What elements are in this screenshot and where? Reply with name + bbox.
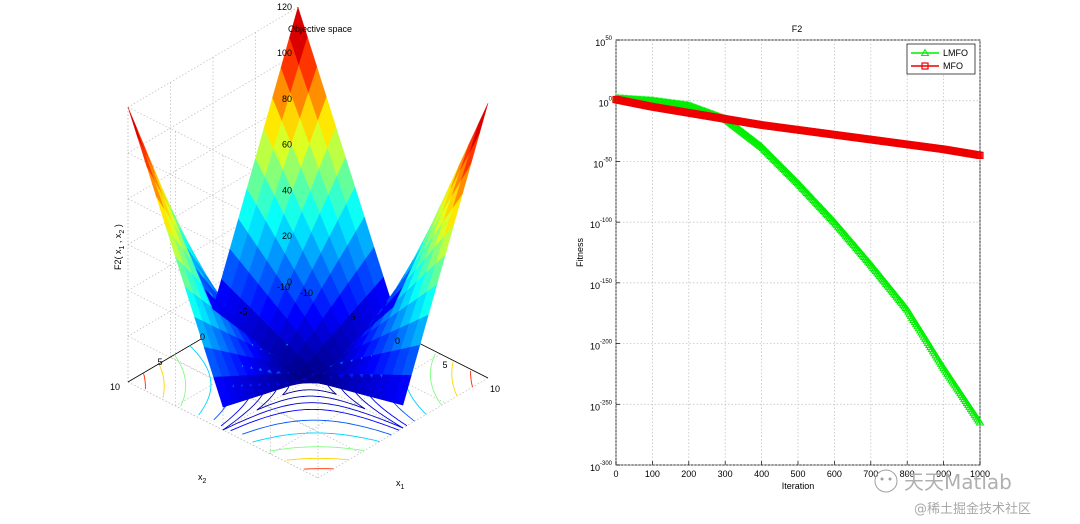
surface-contour-line	[189, 345, 212, 416]
wechat-icon	[874, 469, 898, 493]
surface-z-tick-label: 80	[282, 94, 292, 104]
surface-z-tick-label: 20	[282, 231, 292, 241]
legend-marker-MFO	[921, 62, 929, 70]
surface-y-tick-label: -10	[277, 282, 290, 292]
surface-z-tick-label: 60	[282, 140, 292, 150]
legend-marker-LMFO	[920, 48, 930, 56]
line-chart-title: F2	[792, 24, 803, 34]
line-y-tick-label: 10-200	[590, 340, 613, 352]
surface-x-tick-label: 10	[490, 384, 500, 394]
surface-contour-line	[269, 446, 365, 452]
series-markers-MFO	[612, 95, 984, 159]
legend-box	[906, 43, 976, 75]
watermark-site: @稀土掘金技术社区	[914, 501, 1031, 517]
line-y-tick-label: 10-250	[590, 400, 613, 412]
surface-y-tick-label: 0	[200, 332, 205, 342]
surface-contour-line	[242, 419, 392, 436]
surface-contour-line	[470, 370, 473, 388]
line-x-tick-label: 900	[936, 469, 951, 479]
surface-contour-line	[143, 372, 146, 390]
watermark-brand: 天天Matlab	[904, 470, 1012, 494]
line-y-tick-label: 10-150	[590, 279, 613, 291]
surface-contour-line	[222, 402, 404, 431]
wechat-icon-eye-left	[880, 477, 884, 481]
surface-mesh	[127, 6, 489, 408]
line-y-tick-label: 10-100	[590, 218, 613, 230]
surface-contour-line	[256, 395, 366, 411]
surface-z-tick-label: 40	[282, 185, 292, 195]
line-x-tick-label: 0	[613, 469, 618, 479]
surface-y-tick-label: 10	[110, 382, 120, 392]
line-y-axis-label: Fitness	[575, 237, 585, 267]
surface-gridline-z	[127, 6, 299, 108]
surface-contour-line	[174, 354, 187, 407]
surface-y-tick-label: -5	[239, 307, 247, 317]
surface-contour-line	[429, 353, 442, 406]
surface-x-axis-label: x1	[396, 478, 405, 491]
surface-z-tick-label: 120	[277, 2, 292, 12]
data-point	[975, 418, 985, 426]
surface-axes-labels: 0 20 40 60 80 100 120 -10 -5 0 5 10 -10 -5 0 5 10 x1 x2 F2(…	[110, 2, 500, 491]
surface-contour-line	[286, 457, 349, 461]
surface-z-tick-label: 100	[277, 48, 292, 58]
line-x-tick-label: 300	[718, 469, 733, 479]
surface-face	[137, 137, 156, 183]
legend-label-LMFO: LMFO	[943, 48, 968, 58]
line-chart-series	[611, 93, 985, 426]
line-x-tick-label: 600	[827, 469, 842, 479]
surface-y-axis-label: x2	[198, 472, 207, 485]
data-point	[976, 151, 984, 159]
surface-contour-line	[158, 363, 165, 398]
line-x-tick-label: 700	[863, 469, 878, 479]
wechat-icon-eye-right	[888, 477, 892, 481]
line-y-tick-label: 10-50	[593, 157, 612, 169]
line-x-axis-label: Iteration	[782, 481, 815, 491]
line-x-tick-label: 500	[790, 469, 805, 479]
surface-contour-line	[230, 408, 400, 432]
line-y-tick-label: 100	[599, 97, 613, 109]
surface-gridline-z	[127, 106, 319, 204]
line-chart-legend: LMFO MFO	[906, 43, 976, 75]
surface-contour-line	[451, 362, 458, 397]
line-x-tick-label: 100	[645, 469, 660, 479]
surface-y-tick-label: 5	[157, 357, 162, 367]
surface-contour-line	[282, 389, 337, 396]
surface-z-tick-label: 0	[287, 277, 292, 287]
surface-x-tick-label: -10	[300, 288, 313, 298]
line-x-tick-label: 800	[900, 469, 915, 479]
line-y-tick-label: 10-300	[590, 461, 613, 473]
legend-label-MFO: MFO	[943, 61, 963, 71]
surface-gridline-y-floor	[170, 356, 361, 454]
surface-z-axis-label: F2( x1 , x2 )	[113, 224, 126, 270]
line-y-tick-label: 1050	[595, 36, 612, 48]
line-x-tick-label: 1000	[970, 469, 990, 479]
line-x-tick-label: 200	[681, 469, 696, 479]
watermark: 天天Matlab @稀土掘金技术社区	[874, 469, 1031, 517]
surface-face	[469, 103, 489, 152]
line-x-tick-label: 400	[754, 469, 769, 479]
surface-contour-line	[252, 432, 380, 443]
surface-x-tick-label: 0	[395, 336, 400, 346]
surface-x-tick-label: -5	[348, 312, 356, 322]
surface-title: Objective space	[288, 24, 352, 34]
surface-x-tick-label: 5	[443, 360, 448, 370]
